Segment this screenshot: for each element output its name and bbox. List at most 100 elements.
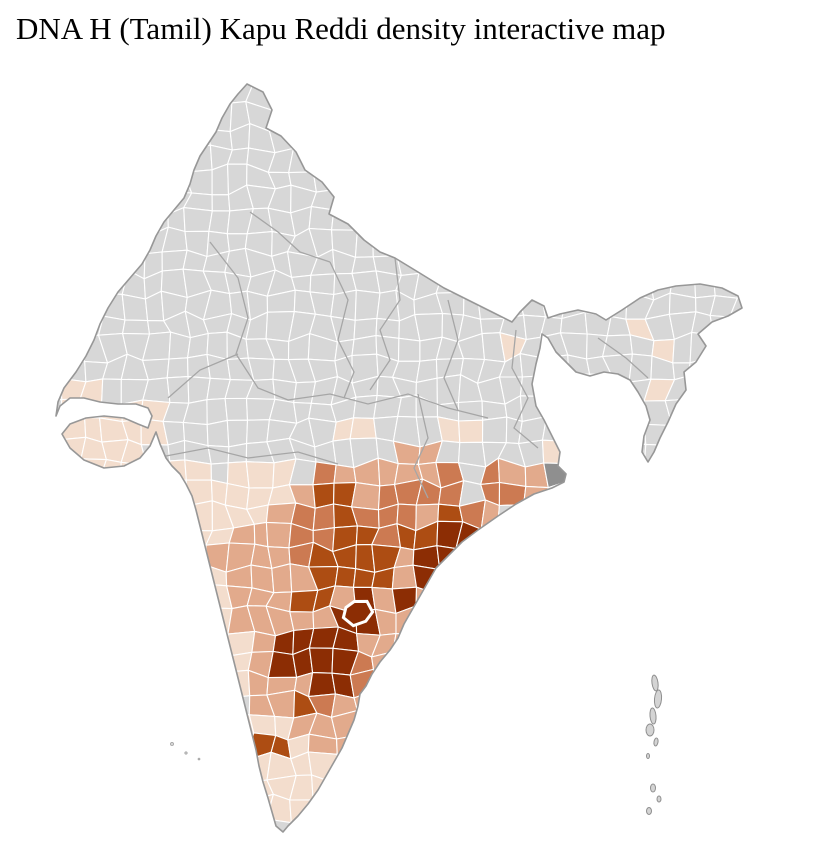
district-cell[interactable] bbox=[435, 66, 464, 88]
district-cell[interactable] bbox=[498, 733, 523, 761]
district-cell[interactable] bbox=[690, 164, 715, 192]
district-cell[interactable] bbox=[751, 421, 779, 441]
district-cell[interactable] bbox=[417, 102, 445, 133]
district-cell[interactable] bbox=[649, 604, 673, 636]
district-cell[interactable] bbox=[477, 774, 505, 797]
district-cell[interactable] bbox=[648, 146, 673, 173]
district-cell[interactable] bbox=[728, 188, 759, 215]
district-cell[interactable] bbox=[78, 634, 102, 653]
district-cell[interactable] bbox=[543, 628, 568, 656]
district-cell[interactable] bbox=[628, 205, 654, 230]
district-cell[interactable] bbox=[602, 60, 628, 90]
district-cell[interactable] bbox=[59, 232, 83, 254]
district-cell[interactable] bbox=[602, 586, 632, 616]
district-cell[interactable] bbox=[644, 564, 676, 591]
district-cell[interactable] bbox=[39, 458, 61, 486]
district-cell[interactable] bbox=[148, 186, 169, 215]
district-cell[interactable] bbox=[433, 715, 464, 736]
district-cell[interactable] bbox=[731, 233, 757, 259]
district-cell[interactable] bbox=[521, 794, 547, 822]
district-cell[interactable] bbox=[501, 817, 523, 842]
district-cell[interactable] bbox=[477, 250, 499, 273]
district-cell[interactable] bbox=[415, 695, 439, 719]
district-cell[interactable] bbox=[627, 170, 653, 190]
district-cell[interactable] bbox=[101, 737, 128, 761]
district-cell[interactable] bbox=[564, 820, 591, 841]
district-cell[interactable] bbox=[689, 395, 713, 420]
district-cell[interactable] bbox=[496, 270, 523, 300]
district-cell[interactable] bbox=[560, 415, 585, 445]
district-cell[interactable] bbox=[169, 459, 187, 482]
district-cell[interactable] bbox=[603, 545, 626, 573]
district-cell[interactable] bbox=[628, 400, 645, 425]
district-cell[interactable] bbox=[144, 565, 170, 592]
district-cell[interactable] bbox=[354, 289, 381, 321]
district-cell[interactable] bbox=[728, 210, 759, 237]
district-cell[interactable] bbox=[710, 714, 737, 740]
district-cell[interactable] bbox=[42, 709, 61, 733]
district-cell[interactable] bbox=[709, 564, 733, 589]
district-cell[interactable] bbox=[223, 751, 255, 783]
district-cell[interactable] bbox=[652, 227, 670, 255]
district-cell[interactable] bbox=[753, 273, 780, 299]
district-cell[interactable] bbox=[392, 735, 421, 755]
district-cell[interactable] bbox=[476, 730, 502, 758]
district-cell[interactable] bbox=[627, 187, 653, 215]
district-cell[interactable] bbox=[626, 752, 648, 776]
district-cell[interactable] bbox=[329, 63, 360, 87]
district-cell[interactable] bbox=[544, 396, 567, 418]
district-cell[interactable] bbox=[482, 548, 504, 567]
district-cell[interactable] bbox=[668, 102, 696, 130]
district-cell[interactable] bbox=[354, 753, 373, 782]
district-cell[interactable] bbox=[709, 671, 730, 696]
district-cell[interactable] bbox=[392, 799, 424, 825]
district-cell[interactable] bbox=[460, 187, 481, 212]
district-cell[interactable] bbox=[40, 336, 64, 358]
district-cell[interactable] bbox=[649, 250, 675, 279]
district-cell[interactable] bbox=[78, 646, 108, 679]
district-cell[interactable] bbox=[772, 797, 801, 818]
district-cell[interactable] bbox=[770, 143, 797, 169]
district-cell[interactable] bbox=[622, 503, 655, 530]
district-cell[interactable] bbox=[582, 439, 611, 465]
district-cell[interactable] bbox=[770, 82, 801, 103]
district-cell[interactable] bbox=[59, 356, 87, 383]
district-cell[interactable] bbox=[392, 714, 421, 737]
district-cell[interactable] bbox=[458, 591, 483, 615]
district-cell[interactable] bbox=[731, 82, 757, 108]
district-cell[interactable] bbox=[757, 214, 773, 236]
district-cell[interactable] bbox=[687, 671, 715, 696]
district-cell[interactable] bbox=[565, 625, 588, 656]
district-cell[interactable] bbox=[206, 419, 230, 448]
district-cell[interactable] bbox=[99, 782, 126, 801]
district-cell[interactable] bbox=[567, 231, 591, 253]
district-cell[interactable] bbox=[565, 838, 590, 851]
district-cell[interactable] bbox=[101, 794, 127, 823]
district-cell[interactable] bbox=[59, 337, 86, 363]
district-cell[interactable] bbox=[142, 501, 169, 532]
district-cell[interactable] bbox=[542, 691, 567, 719]
district-cell[interactable] bbox=[541, 675, 564, 695]
district-cell[interactable] bbox=[644, 87, 670, 105]
district-cell[interactable] bbox=[561, 206, 591, 234]
district-cell[interactable] bbox=[435, 730, 464, 761]
district-cell[interactable] bbox=[754, 502, 776, 530]
district-cell[interactable] bbox=[710, 689, 731, 719]
district-cell[interactable] bbox=[144, 460, 172, 487]
district-cell[interactable] bbox=[185, 61, 212, 90]
district-cell[interactable] bbox=[140, 122, 171, 153]
district-cell[interactable] bbox=[521, 774, 549, 800]
district-cell[interactable] bbox=[539, 165, 569, 195]
district-cell[interactable] bbox=[183, 207, 213, 233]
district-cell[interactable] bbox=[140, 150, 171, 174]
district-cell[interactable] bbox=[587, 752, 610, 782]
district-cell[interactable] bbox=[119, 104, 150, 132]
district-cell[interactable] bbox=[772, 548, 799, 571]
district-cell[interactable] bbox=[541, 777, 562, 800]
district-cell[interactable] bbox=[99, 228, 126, 252]
district-cell[interactable] bbox=[544, 374, 570, 405]
district-cell[interactable] bbox=[564, 397, 590, 425]
district-cell[interactable] bbox=[161, 149, 185, 174]
district-cell[interactable] bbox=[685, 815, 709, 843]
district-cell[interactable] bbox=[349, 82, 378, 109]
